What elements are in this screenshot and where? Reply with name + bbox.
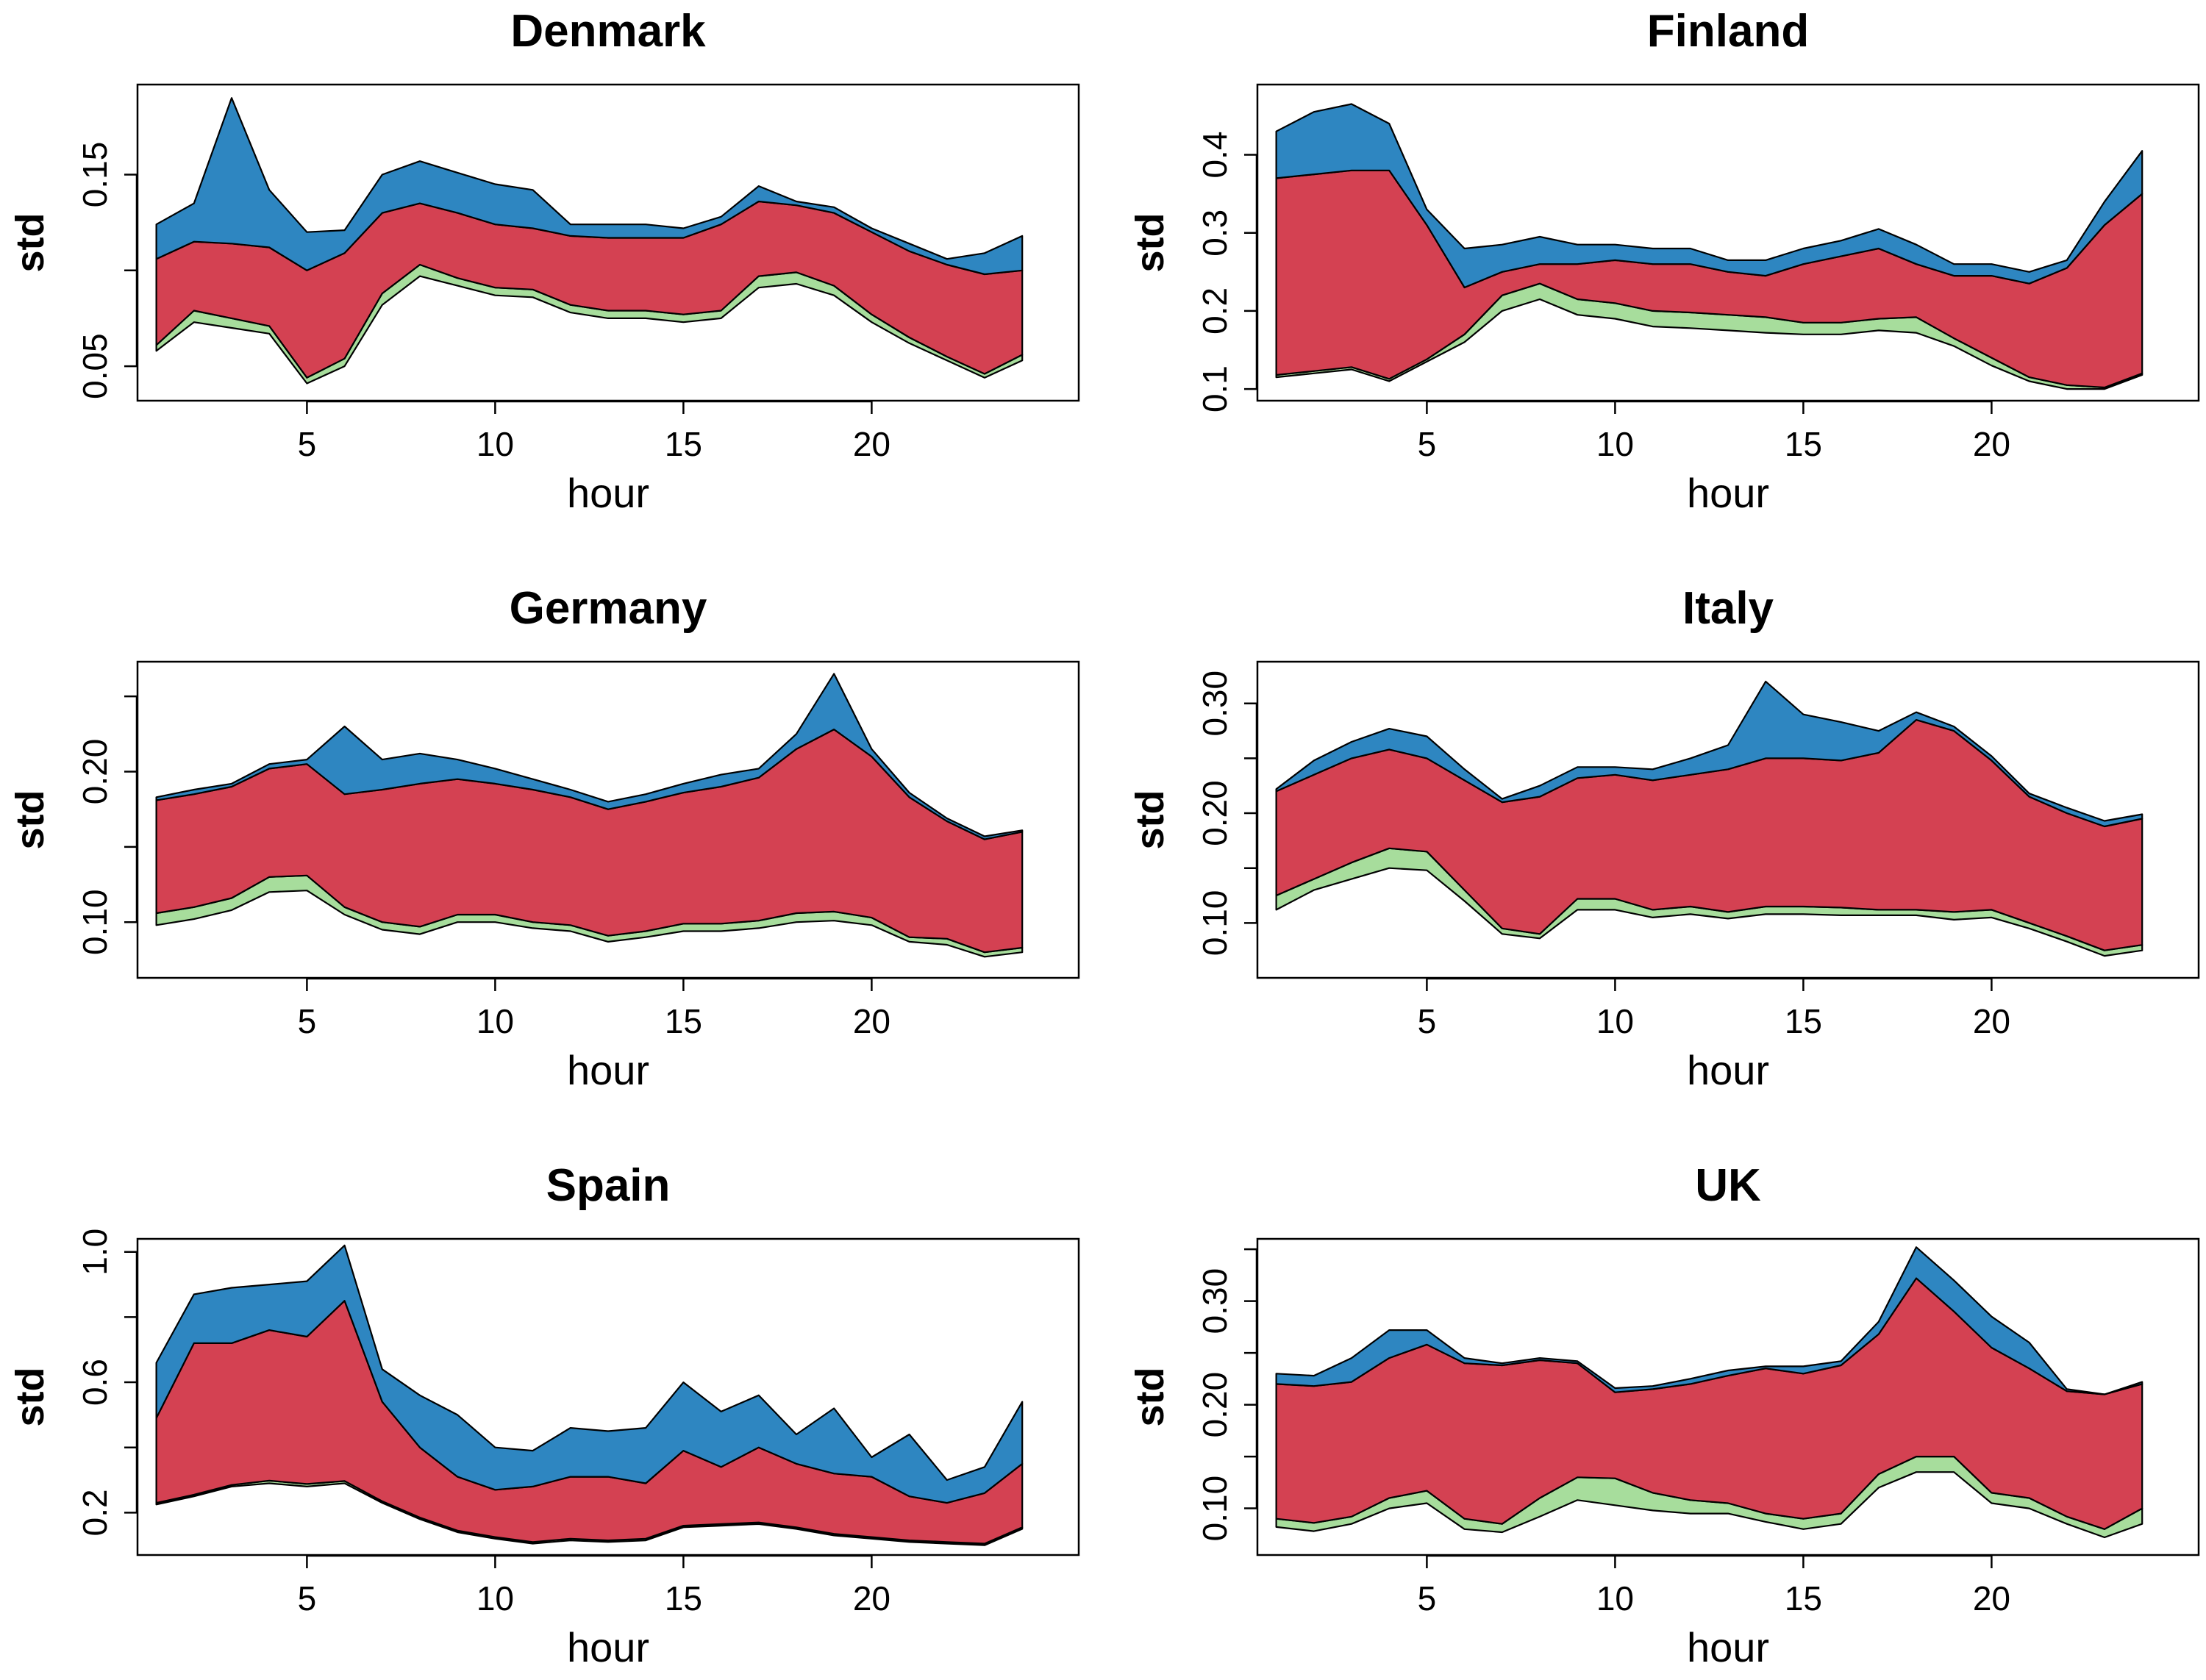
x-tick-label-germany: 15 — [665, 1002, 702, 1040]
panel-denmark: Denmark 5 10 15 20 hour 0.05 0.15 std — [8, 6, 1080, 516]
x-axis-label-germany: hour — [567, 1047, 649, 1093]
y-tick-label-italy: 0.30 — [1196, 671, 1234, 737]
band-red-uk — [1275, 1277, 2143, 1530]
y-axis-label-spain: std — [8, 1368, 52, 1427]
x-tick-label-spain: 10 — [476, 1579, 514, 1618]
band-blue-uk — [1275, 1246, 2143, 1395]
panel-title-italy: Italy — [1682, 583, 1774, 634]
panel-finland: Finland 5 10 15 20 hour 0.1 0.2 0.3 0.4 std — [1128, 6, 2200, 516]
x-tick-label-uk: 20 — [1973, 1579, 2010, 1618]
x-tick-label-finland: 20 — [1973, 425, 2010, 463]
x-tick-label-denmark: 15 — [665, 425, 702, 463]
y-tick-label-uk: 0.10 — [1196, 1476, 1234, 1542]
y-tick-label-italy: 0.20 — [1196, 780, 1234, 846]
y-tick-label-germany: 0.20 — [76, 739, 114, 805]
band-blue-spain — [155, 1244, 1024, 1504]
x-tick-label-uk: 15 — [1785, 1579, 1822, 1618]
x-tick-label-uk: 10 — [1596, 1579, 1634, 1618]
panel-uk: UK 5 10 15 20 hour 0.10 0.20 0.30 std — [1128, 1160, 2200, 1670]
panel-title-finland: Finland — [1647, 6, 1809, 57]
x-tick-label-finland: 10 — [1596, 425, 1634, 463]
x-axis-label-finland: hour — [1687, 470, 1769, 516]
x-tick-label-germany: 5 — [298, 1002, 317, 1040]
y-axis-label-denmark: std — [8, 213, 52, 273]
panel-title-uk: UK — [1695, 1160, 1761, 1211]
panel-title-spain: Spain — [546, 1160, 671, 1211]
y-tick-label-uk: 0.20 — [1196, 1372, 1234, 1438]
panel-italy: Italy 5 10 15 20 hour 0.10 0.20 0.30 std — [1128, 583, 2200, 1093]
x-tick-label-italy: 5 — [1418, 1002, 1437, 1040]
x-tick-label-denmark: 10 — [476, 425, 514, 463]
x-tick-label-denmark: 5 — [298, 425, 317, 463]
x-tick-label-spain: 5 — [298, 1579, 317, 1618]
panel-title-denmark: Denmark — [510, 6, 706, 57]
x-tick-label-germany: 20 — [853, 1002, 890, 1040]
x-tick-label-spain: 15 — [665, 1579, 702, 1618]
x-tick-label-denmark: 20 — [853, 425, 890, 463]
y-tick-label-finland: 0.2 — [1196, 287, 1234, 335]
panel-title-germany: Germany — [510, 583, 707, 634]
panel-germany: Germany 5 10 15 20 hour 0.10 0.20 std — [8, 583, 1080, 1093]
band-red-spain — [155, 1300, 1024, 1545]
x-axis-label-denmark: hour — [567, 470, 649, 516]
x-tick-label-germany: 10 — [476, 1002, 514, 1040]
band-blue-germany — [155, 673, 1024, 840]
y-axis-label-italy: std — [1128, 790, 1172, 850]
x-tick-label-finland: 5 — [1418, 425, 1437, 463]
y-axis-label-finland: std — [1128, 213, 1172, 273]
x-axis-label-spain: hour — [567, 1624, 649, 1670]
y-tick-label-finland: 0.3 — [1196, 210, 1234, 257]
panel-spain: Spain 5 10 15 20 hour 0.2 0.6 1.0 std — [8, 1160, 1080, 1670]
y-tick-label-finland: 0.1 — [1196, 365, 1234, 412]
y-tick-label-uk: 0.30 — [1196, 1268, 1234, 1334]
band-blue-finland — [1275, 103, 2143, 289]
x-axis-label-italy: hour — [1687, 1047, 1769, 1093]
y-tick-label-germany: 0.10 — [76, 889, 114, 955]
y-tick-label-finland: 0.4 — [1196, 132, 1234, 179]
x-tick-label-finland: 15 — [1785, 425, 1822, 463]
x-tick-label-italy: 20 — [1973, 1002, 2010, 1040]
x-tick-label-uk: 5 — [1418, 1579, 1437, 1618]
x-tick-label-spain: 20 — [853, 1579, 890, 1618]
y-tick-label-denmark: 0.05 — [76, 333, 114, 399]
y-axis-label-uk: std — [1128, 1368, 1172, 1427]
x-tick-label-italy: 15 — [1785, 1002, 1822, 1040]
x-tick-label-italy: 10 — [1596, 1002, 1634, 1040]
y-tick-label-spain: 0.6 — [76, 1359, 114, 1406]
y-tick-label-italy: 0.10 — [1196, 890, 1234, 957]
y-axis-label-germany: std — [8, 790, 52, 850]
band-blue-italy — [1275, 680, 2143, 828]
y-tick-label-spain: 1.0 — [76, 1229, 114, 1276]
x-axis-label-uk: hour — [1687, 1624, 1769, 1670]
y-tick-label-denmark: 0.15 — [76, 142, 114, 208]
band-blue-denmark — [155, 97, 1024, 276]
y-tick-label-spain: 0.2 — [76, 1489, 114, 1536]
